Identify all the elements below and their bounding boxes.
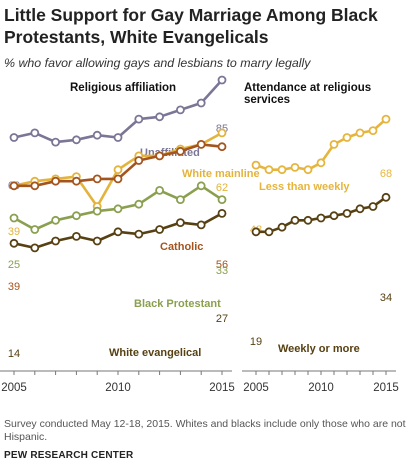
data-point: [51, 236, 60, 246]
data-point: [30, 128, 40, 138]
x-tick-label: 2015: [373, 382, 399, 394]
data-point: [113, 165, 123, 175]
data-point: [217, 128, 227, 138]
data-point: [9, 238, 19, 248]
data-point: [92, 236, 102, 246]
data-point: [113, 227, 123, 237]
data-point: [155, 225, 165, 234]
data-point: [329, 139, 339, 149]
data-point: [51, 215, 60, 225]
series-label: White evangelical: [109, 347, 201, 359]
data-point: [217, 75, 227, 85]
data-point: [368, 202, 378, 211]
data-point: [329, 211, 339, 221]
x-tick-label: 2010: [308, 382, 334, 394]
data-point: [92, 174, 102, 184]
footnote: Survey conducted May 12-18, 2015. Whites…: [4, 418, 406, 443]
data-label-start: 39: [8, 281, 20, 293]
data-point: [196, 139, 206, 149]
data-point: [134, 156, 144, 165]
data-point: [316, 158, 326, 168]
x-tick-label: 2010: [105, 382, 131, 394]
panel-title-attendance: Attendance at religious services: [244, 82, 372, 106]
data-point: [342, 208, 352, 218]
data-point: [196, 98, 206, 108]
data-point: [217, 195, 227, 205]
data-point: [92, 206, 102, 216]
data-label-start: 25: [8, 259, 20, 271]
data-point: [264, 227, 274, 237]
data-point: [134, 114, 144, 124]
data-label-end: 27: [216, 313, 228, 325]
data-point: [316, 213, 326, 223]
data-point: [51, 137, 60, 147]
data-point: [134, 229, 144, 239]
series-label: Black Protestant: [134, 298, 221, 310]
data-point: [196, 220, 206, 230]
data-label-end: 56: [216, 259, 228, 271]
data-point: [290, 215, 300, 225]
data-point: [9, 213, 19, 223]
data-point: [290, 162, 300, 172]
source-credit: PEW RESEARCH CENTER: [4, 450, 134, 461]
data-point: [30, 243, 40, 253]
data-point: [196, 181, 206, 191]
panel-title-religious-affiliation: Religious affiliation: [70, 82, 177, 94]
x-tick-label: 2005: [243, 382, 269, 394]
data-point: [72, 135, 81, 145]
chart-subtitle: % who favor allowing gays and lesbians t…: [4, 56, 311, 70]
data-point: [72, 231, 81, 241]
series-label: Weekly or more: [278, 343, 360, 355]
data-point: [134, 199, 144, 209]
data-label-end: 62: [216, 182, 228, 194]
data-point: [30, 225, 40, 234]
data-point: [217, 142, 227, 152]
data-point: [72, 211, 81, 221]
data-point: [113, 174, 123, 184]
data-point: [175, 146, 185, 156]
data-point: [30, 181, 40, 191]
x-tick-label: 2005: [1, 382, 27, 394]
data-point: [9, 133, 19, 142]
data-label-end: 68: [380, 168, 392, 180]
data-point: [355, 204, 365, 214]
data-point: [155, 151, 165, 161]
series-line-unaffiliated: [13, 79, 223, 144]
x-tick-label: 2015: [209, 382, 235, 394]
data-point: [368, 126, 378, 136]
data-point: [381, 192, 391, 202]
data-point: [72, 176, 81, 186]
data-label-start: 14: [8, 348, 20, 360]
data-label-start: 19: [250, 336, 262, 348]
data-point: [92, 130, 102, 140]
data-point: [51, 176, 60, 186]
data-point: [113, 133, 123, 142]
data-point: [175, 218, 185, 228]
series-label: White mainline: [182, 168, 260, 180]
data-label-end: 33: [216, 265, 228, 277]
series-label: Catholic: [160, 241, 203, 253]
data-point: [251, 227, 261, 237]
data-label-end: 34: [380, 292, 392, 304]
chart-canvas: 200520102015Unaffiliated6085White mainli…: [0, 75, 399, 394]
data-point: [303, 215, 313, 225]
data-point: [355, 128, 365, 138]
data-point: [175, 195, 185, 205]
series-label: Less than weekly: [259, 181, 350, 193]
data-point: [251, 160, 261, 170]
data-point: [155, 112, 165, 122]
data-point: [303, 165, 313, 175]
chart-title: Little Support for Gay Marriage Among Bl…: [4, 5, 378, 47]
data-point: [277, 222, 287, 232]
data-point: [342, 133, 352, 142]
data-point: [155, 185, 165, 195]
data-point: [217, 208, 227, 218]
data-point: [264, 165, 274, 175]
data-point: [381, 114, 391, 124]
data-point: [9, 181, 19, 191]
data-label-start: 39: [8, 226, 20, 238]
data-point: [113, 204, 123, 214]
data-point: [175, 105, 185, 115]
data-point: [277, 165, 287, 175]
